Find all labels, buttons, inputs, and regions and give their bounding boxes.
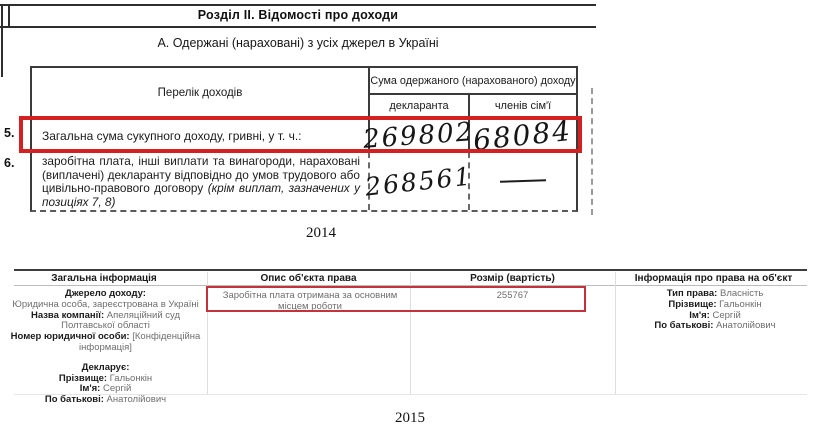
row-number-6: 6.: [4, 156, 15, 170]
owner-surname-line: Прізвище: Гальонкін: [617, 298, 813, 311]
column-header-amount: Розмір (вартість): [470, 273, 555, 284]
amount-cell: 255767: [496, 290, 529, 301]
declaration-2014-scan: Розділ II. Відомості про доходи А. Одерж…: [0, 0, 598, 218]
column-header-object-description: Опис об'єкта права: [260, 273, 357, 284]
header-band-left-tick: [8, 5, 10, 26]
patronymic-value: Анатолійович: [106, 394, 167, 406]
owner-patronymic-label: По батькові:: [654, 320, 714, 332]
column-header-general-info: Загальна інформація: [51, 273, 157, 284]
column-separator-2: [410, 272, 411, 394]
owner-patronymic-line: По батькові: Анатолійович: [617, 320, 813, 332]
rights-info-cell: Тип права: Власність Прізвище: Гальонкін…: [617, 288, 813, 332]
income-source-value: Юридична особа, зареєстрована в Україні: [12, 298, 199, 310]
owner-name-label: Ім'я:: [689, 309, 710, 321]
company-value: Апеляційний суд Полтавської області: [61, 309, 181, 332]
owner-name-line: Ім'я: Сергій: [617, 309, 813, 322]
object-description-cell: Заробітна плата отримана за основним міс…: [222, 290, 398, 312]
declarant-surname-line: Прізвище: Гальонкін: [8, 372, 203, 385]
surname-label: Прізвище:: [58, 372, 108, 384]
handwritten-dash: [499, 179, 547, 183]
right-type-value: Власність: [719, 288, 764, 299]
row6-label-main: заробітна плата, інші виплати та винагор…: [42, 154, 360, 196]
owner-surname-value: Гальонкін: [719, 298, 762, 310]
caption-2015: 2015: [395, 410, 425, 426]
owner-surname-label: Прізвище:: [668, 298, 717, 310]
name-label: Ім'я:: [79, 383, 101, 395]
header-band-top-rule: [0, 4, 596, 6]
surname-value: Гальонкін: [109, 372, 153, 384]
header-band-bottom-rule: [0, 26, 596, 28]
income-source-label: Джерело доходу:: [65, 288, 146, 299]
subsection-title: А. Одержані (нараховані) з усіх джерел в…: [157, 36, 439, 50]
legal-id-line: Номер юридичної особи: [Конфіденційна ін…: [8, 331, 203, 354]
table-bottom-rule: [14, 394, 807, 395]
column-header-income-sum: Сума одержаного (нарахованого) доходу: [370, 68, 576, 95]
owner-name-value: Сергій: [712, 309, 741, 321]
column-separator-3: [615, 272, 616, 394]
patronymic-label: По батькові:: [44, 394, 104, 406]
row6-declarant-cell: 268561: [364, 152, 474, 210]
caption-2014: 2014: [306, 225, 336, 241]
section-title: Розділ II. Відомості про доходи: [197, 8, 399, 22]
company-line: Назва компанії: Апеляційний суд Полтавсь…: [8, 309, 203, 333]
page-left-edge: [1, 4, 3, 77]
row6-label: заробітна плата, інші виплати та винагор…: [32, 152, 370, 210]
row5-declarant-cell: 269802: [362, 117, 475, 155]
column-separator-1: [207, 272, 208, 394]
declaration-2015-table: Загальна інформація Опис об'єкта права Р…: [0, 268, 820, 405]
row6-label-italic: (крім виплат, зазначених у позиціях 7, 8…: [42, 181, 361, 209]
row6-family-cell: [470, 152, 576, 210]
column-header-income-list: Перелік доходів: [32, 68, 370, 119]
declarant-name-line: Ім'я: Сергій: [8, 383, 203, 395]
legal-id-label: Номер юридичної особи:: [10, 331, 130, 343]
column-header-rights-info: Інформація про права на об'єкт: [634, 273, 793, 284]
general-info-cell: Джерело доходу: Юридична особа, зареєстр…: [8, 288, 203, 406]
company-label: Назва компанії:: [30, 309, 105, 321]
income-table: Перелік доходів Сума одержаного (нарахов…: [30, 66, 578, 212]
highlight-box-2015: [206, 286, 586, 312]
legal-id-value: [Конфіденційна інформація]: [79, 331, 201, 353]
scan-dashed-edge: [591, 88, 593, 215]
name-value: Сергій: [102, 383, 132, 395]
handwritten-value-salary-2014: 268561: [364, 160, 474, 202]
owner-patronymic-value: Анатолійович: [716, 320, 776, 332]
row-number-5: 5.: [4, 126, 15, 140]
right-type-line: Тип права: Власність: [617, 288, 813, 300]
declarant-patronymic-line: По батькові: Анатолійович: [8, 394, 203, 406]
highlight-box-2014: [19, 116, 582, 153]
right-type-label: Тип права:: [666, 288, 718, 299]
row5-label: Загальна сума сукупного доходу, гривні, …: [32, 119, 370, 152]
table-top-rule: [14, 269, 807, 271]
declares-label: Декларує:: [81, 361, 130, 373]
